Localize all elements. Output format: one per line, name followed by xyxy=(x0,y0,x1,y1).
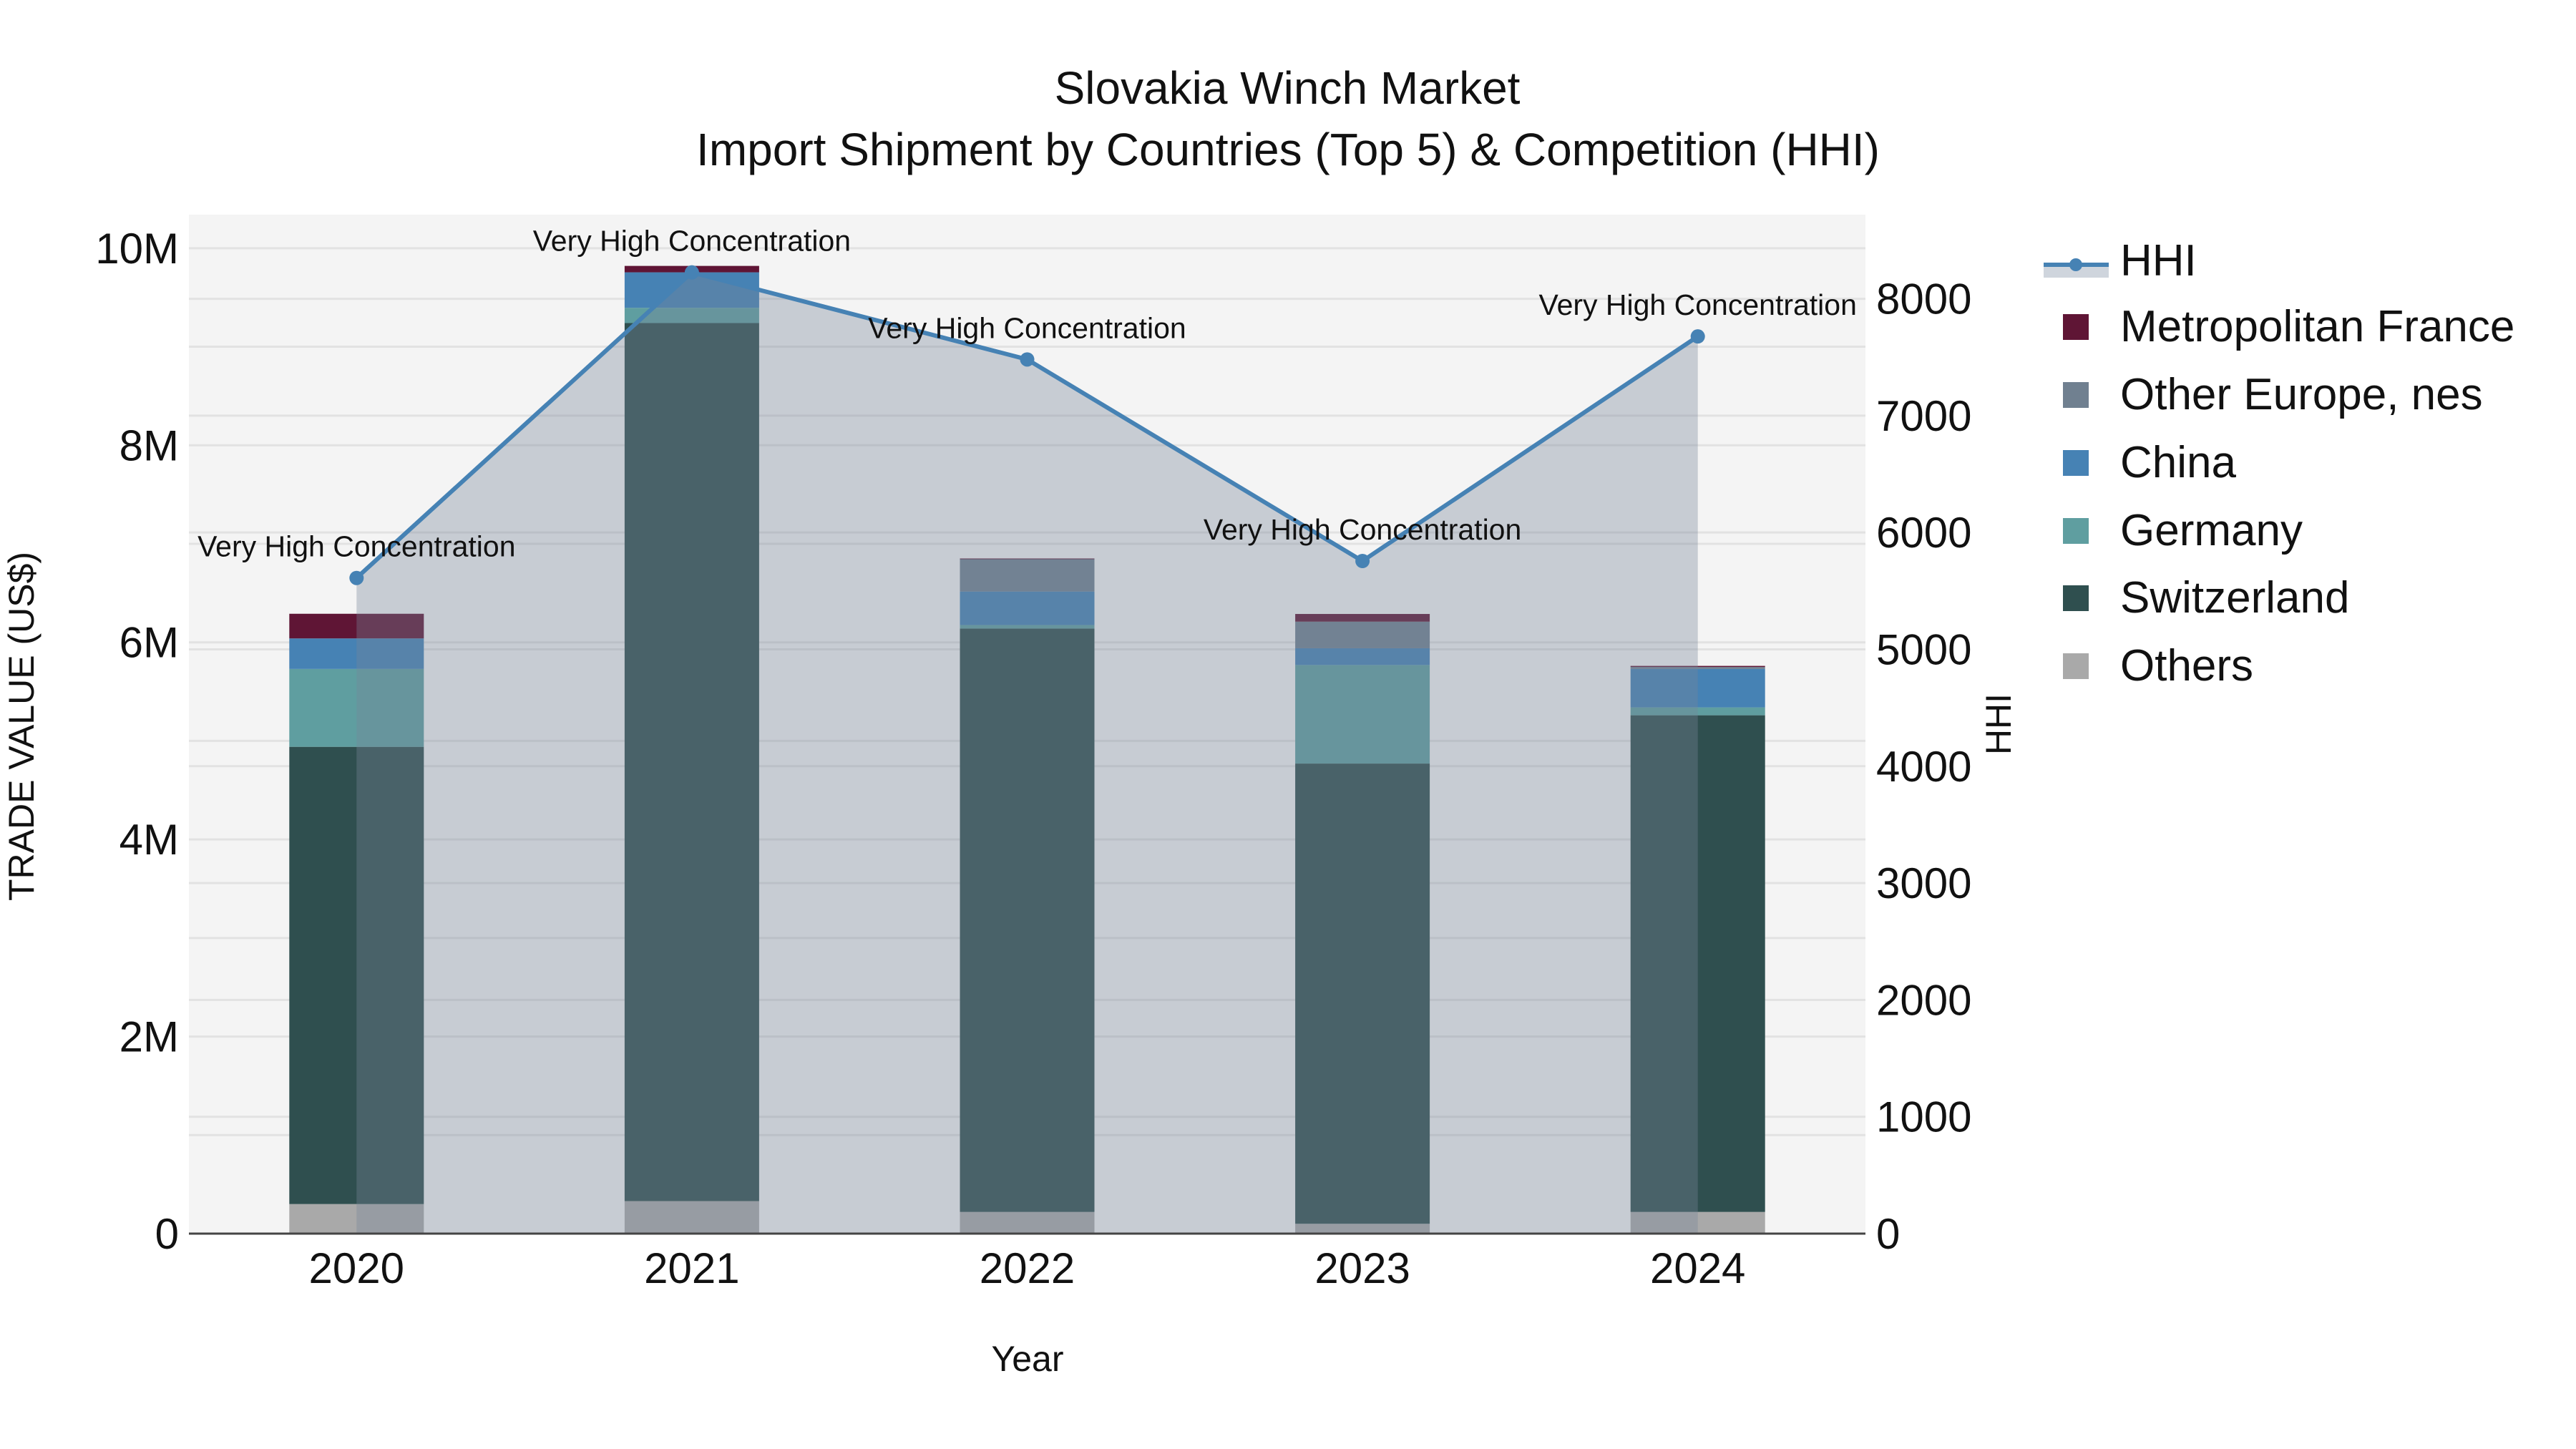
annotation-label: Very High Concentration xyxy=(197,530,515,563)
y2-tick-label: 0 xyxy=(1876,1210,1900,1258)
bar-segment xyxy=(1295,1224,1430,1234)
bar-segment xyxy=(1630,668,1765,708)
bar-segment xyxy=(289,638,424,669)
y2-tick-label: 2000 xyxy=(1876,976,1971,1024)
annotation-label: Very High Concentration xyxy=(1538,288,1856,321)
x-tick-label: 2024 xyxy=(1650,1244,1745,1292)
bar-segment xyxy=(960,628,1095,1212)
x-axis-title: Year xyxy=(991,1339,1063,1379)
legend-label: Others xyxy=(2120,641,2254,691)
bar-segment xyxy=(960,559,1095,592)
bar-segment xyxy=(624,308,759,323)
color-swatch-icon xyxy=(2063,518,2089,544)
chart-subtitle: Import Shipment by Countries (Top 5) & C… xyxy=(696,124,1880,175)
legend-label: China xyxy=(2120,438,2236,487)
bar-segment xyxy=(1295,621,1430,648)
bar-segment xyxy=(960,558,1095,560)
y2-tick-label: 4000 xyxy=(1876,743,1971,791)
annotation-label: Very High Concentration xyxy=(868,311,1186,344)
y-axis-ticks: 0 2M 4M 6M 8M 10M xyxy=(95,225,179,1258)
bar-segment xyxy=(960,1211,1095,1234)
y-tick-label: 0 xyxy=(155,1210,179,1258)
bar-segment xyxy=(1295,648,1430,665)
hhi-line xyxy=(349,265,1705,585)
bar-segment xyxy=(289,1204,424,1234)
bar-segment xyxy=(1295,763,1430,1224)
y2-tick-label: 6000 xyxy=(1876,509,1971,557)
x-tick-label: 2021 xyxy=(644,1244,739,1292)
color-swatch-icon xyxy=(2063,585,2089,611)
bar-segment xyxy=(1630,665,1765,668)
line-marker-icon xyxy=(2044,258,2109,278)
y-tick-label: 4M xyxy=(119,816,179,864)
x-tick-label: 2022 xyxy=(980,1244,1075,1292)
y-tick-label: 6M xyxy=(119,619,179,667)
color-swatch-icon xyxy=(2063,382,2089,408)
bar-segment xyxy=(624,323,759,1201)
bar-segment xyxy=(1295,665,1430,764)
bar-segment xyxy=(960,591,1095,625)
y2-tick-label: 8000 xyxy=(1876,275,1971,323)
x-tick-label: 2020 xyxy=(309,1244,404,1292)
legend-label: Switzerland xyxy=(2120,573,2350,623)
y-tick-label: 10M xyxy=(95,225,179,273)
chart-title: Slovakia Winch Market xyxy=(1054,62,1521,114)
y-tick-label: 8M xyxy=(119,421,179,469)
bar-segment xyxy=(1630,715,1765,1212)
color-swatch-icon xyxy=(2063,450,2089,476)
bar-segment xyxy=(289,613,424,639)
legend-label: Other Europe, nes xyxy=(2120,370,2483,419)
y2-axis-title: HHI xyxy=(1979,693,2019,755)
annotation-label: Very High Concentration xyxy=(1204,513,1521,546)
x-tick-label: 2023 xyxy=(1314,1244,1410,1292)
bar-segment xyxy=(1295,614,1430,622)
hhi-marker xyxy=(1020,352,1035,367)
annotations: Very High Concentration Very High Concent… xyxy=(197,225,1857,563)
y2-tick-label: 1000 xyxy=(1876,1093,1971,1141)
hhi-marker xyxy=(1690,329,1705,344)
bar-segment xyxy=(624,1201,759,1234)
bar-segment xyxy=(289,668,424,747)
bar-segment xyxy=(1630,707,1765,716)
y2-tick-label: 7000 xyxy=(1876,392,1971,440)
y2-tick-label: 3000 xyxy=(1876,859,1971,907)
hhi-area xyxy=(356,272,1698,1234)
annotation-label: Very High Concentration xyxy=(533,225,851,258)
x-axis-ticks: 2020 2021 2022 2023 2024 xyxy=(309,1244,1746,1292)
y-tick-label: 2M xyxy=(119,1013,179,1061)
bar-segment xyxy=(960,625,1095,629)
y-axis-title: TRADE VALUE (US$) xyxy=(1,552,42,901)
stacked-bars xyxy=(289,265,1765,1234)
y2-axis-ticks: 0 1000 2000 3000 4000 5000 6000 7000 8000 xyxy=(1876,275,1971,1258)
bar-segment xyxy=(289,746,424,1204)
legend-label: HHI xyxy=(2120,236,2197,286)
y2-tick-label: 5000 xyxy=(1876,625,1971,673)
color-swatch-icon xyxy=(2063,653,2089,679)
legend-label: Metropolitan France xyxy=(2120,302,2515,351)
hhi-marker xyxy=(1355,554,1370,569)
hhi-marker xyxy=(349,570,364,585)
legend-label: Germany xyxy=(2120,506,2303,555)
hhi-fill-area xyxy=(356,272,1698,1234)
bar-segment xyxy=(1630,1211,1765,1234)
bar-segment xyxy=(1630,667,1765,669)
hhi-marker xyxy=(684,265,699,280)
color-swatch-icon xyxy=(2063,314,2089,340)
